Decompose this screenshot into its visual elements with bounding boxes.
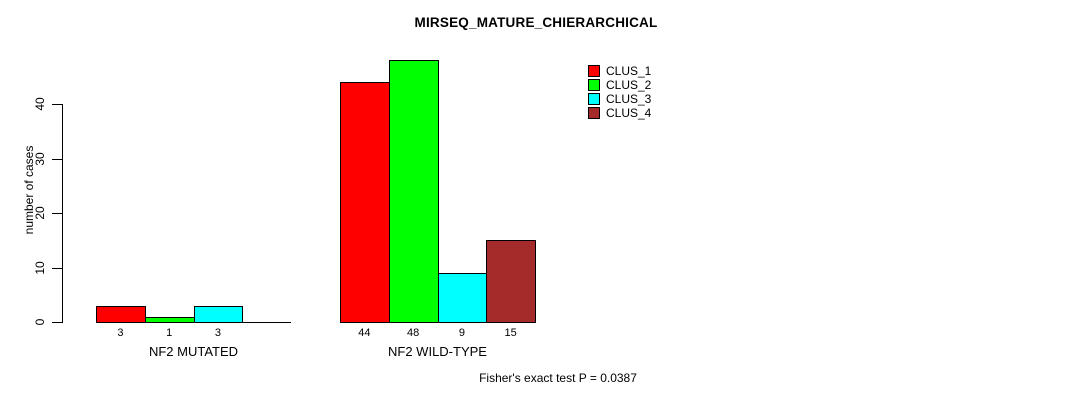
legend-label: CLUS_1 xyxy=(606,64,652,78)
bar xyxy=(96,306,146,323)
group-label: NF2 WILD-TYPE xyxy=(388,344,487,359)
bar xyxy=(438,273,487,323)
legend-swatch xyxy=(588,93,600,105)
bar-value-label: 1 xyxy=(166,327,173,339)
legend-item: CLUS_2 xyxy=(588,78,651,92)
y-tick-label: 0 xyxy=(33,318,47,326)
legend-label: CLUS_3 xyxy=(606,92,652,106)
bar xyxy=(340,82,390,323)
y-tick-mark xyxy=(52,213,62,214)
y-tick-mark xyxy=(52,268,62,269)
bar-value-label: 15 xyxy=(504,327,517,339)
y-axis-line xyxy=(62,104,63,323)
legend: CLUS_1 CLUS_2 CLUS_3 CLUS_4 xyxy=(588,64,651,120)
bar xyxy=(145,317,195,323)
y-tick-mark xyxy=(52,104,62,105)
y-tick-label: 20 xyxy=(33,206,47,220)
legend-item: CLUS_3 xyxy=(588,92,651,106)
bar xyxy=(389,60,439,323)
chart-title: MIRSEQ_MATURE_CHIERARCHICAL xyxy=(414,15,658,30)
legend-label: CLUS_2 xyxy=(606,78,652,92)
y-tick-mark xyxy=(52,159,62,160)
bar-value-label: 48 xyxy=(407,327,420,339)
y-tick-label: 40 xyxy=(33,97,47,111)
legend-item: CLUS_1 xyxy=(588,64,651,78)
fisher-test-annotation: Fisher's exact test P = 0.0387 xyxy=(479,371,637,385)
group-label: NF2 MUTATED xyxy=(148,344,239,359)
legend-item: CLUS_4 xyxy=(588,106,651,120)
legend-swatch xyxy=(588,79,600,91)
bar xyxy=(194,306,243,323)
bar-value-label: 44 xyxy=(358,327,371,339)
legend-swatch xyxy=(588,65,600,77)
y-tick-label: 10 xyxy=(33,261,47,275)
bar-value-label: 3 xyxy=(214,327,221,339)
bar-value-label: 3 xyxy=(117,327,124,339)
y-tick-label: 30 xyxy=(33,152,47,166)
legend-label: CLUS_4 xyxy=(606,106,652,120)
bar-value-label: 9 xyxy=(458,327,465,339)
bar xyxy=(486,240,536,323)
legend-swatch xyxy=(588,107,600,119)
y-tick-mark xyxy=(52,322,62,323)
